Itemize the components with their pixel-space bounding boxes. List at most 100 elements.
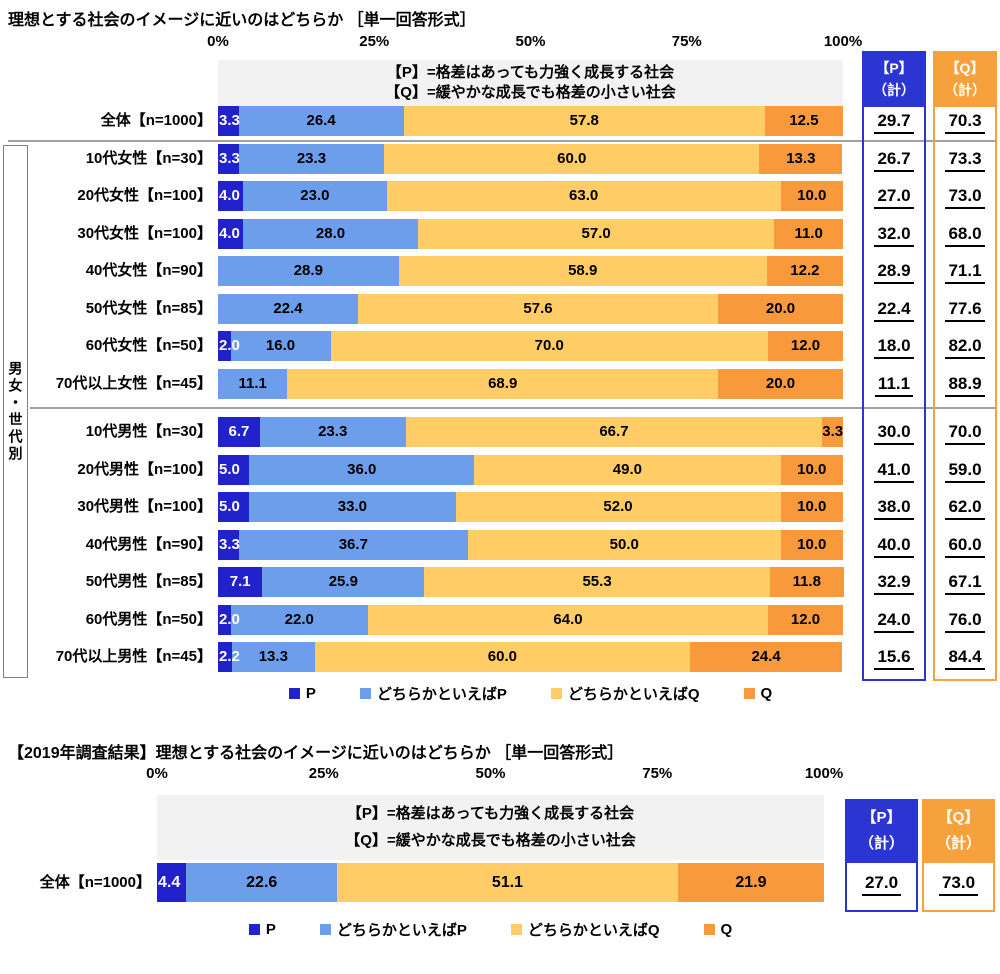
bar-value: 4.0 — [219, 187, 240, 205]
p-definition: 【P】=格差はあっても力強く成長する社会 — [386, 64, 675, 81]
axis-tick: 25% — [359, 33, 390, 50]
stacked-bar: 4.0 23.0 63.0 10.0 — [218, 181, 843, 212]
bar-segment-q — [780, 454, 843, 485]
bar-segment-q2 — [314, 642, 690, 673]
p-total-header-line: （計） — [873, 82, 915, 98]
q-definition: 【Q】=緩やかな成長でも格差の小さい社会 — [385, 84, 676, 101]
bar-value: 3.3 — [219, 535, 240, 553]
row-label: 70代以上女性【n=45】 — [55, 374, 212, 392]
bar-value: 20.0 — [765, 374, 796, 392]
bar-value: 57.6 — [523, 299, 553, 317]
p-total-number: 24.0 — [874, 609, 914, 633]
p-total-number: 27.0 — [861, 872, 902, 896]
bar-value: 2.2 — [219, 648, 240, 666]
bar-value: 4.0 — [219, 224, 240, 242]
axis-tick: 50% — [515, 33, 546, 50]
bar-segment-q2 — [287, 368, 718, 399]
row-label: 30代男性【n=100】 — [77, 498, 212, 515]
bar-value: 10.0 — [797, 498, 827, 515]
bar-value: 13.3 — [786, 149, 816, 167]
stacked-bar: 3.3 36.7 50.0 10.0 — [218, 529, 843, 560]
row-label: 50代男性【n=85】 — [85, 573, 212, 591]
p-total-number: 27.0 — [874, 186, 914, 210]
bar-value: 57.0 — [581, 224, 611, 242]
legend-item-q: Q — [743, 685, 772, 702]
p-total-value: 30.0 — [862, 419, 926, 445]
q-total-number: 68.0 — [945, 223, 985, 247]
pq-definition-note-2019: 【P】=格差はあっても力強く成長する社会 【Q】=緩やかな成長でも格差の小さい社… — [157, 795, 824, 860]
stacked-bar: 3.3 23.3 60.0 13.3 — [218, 143, 843, 174]
p-total-number: 38.0 — [874, 497, 914, 520]
bar-value: 11.1 — [238, 374, 267, 392]
p-total-number: 40.0 — [874, 534, 914, 558]
bar-value: 22.4 — [273, 299, 303, 317]
bar-segment-p2 — [243, 218, 418, 249]
legend-label: どちらかといえばQ — [567, 685, 700, 703]
bar-value: 22.0 — [284, 610, 314, 628]
p-total-value: 32.9 — [862, 569, 926, 596]
q-total-value: 68.0 — [933, 221, 997, 247]
bar-segment-p — [218, 143, 239, 174]
q-total-number: 84.4 — [945, 647, 985, 671]
bar-segment-q2 — [386, 181, 781, 212]
stacked-bar: 5.0 33.0 52.0 10.0 — [218, 492, 843, 522]
stacked-bar: 5.0 36.0 49.0 10.0 — [218, 454, 843, 485]
p-total-number: 32.0 — [874, 223, 914, 247]
bar-segment-q — [780, 492, 843, 522]
bar-segment-p — [218, 567, 263, 598]
stacked-bar: 22.4 57.6 20.0 — [218, 293, 843, 324]
p-total-number: 32.9 — [874, 572, 914, 596]
bar-segment-q — [780, 529, 843, 560]
bar-value: 4.4 — [158, 874, 181, 891]
bar-segment-q — [677, 863, 824, 902]
q-total-value: 67.1 — [933, 569, 997, 596]
bar-segment-p2 — [218, 256, 399, 287]
bar-value: 21.9 — [735, 874, 767, 891]
p-total-value: 28.9 — [862, 258, 926, 285]
bar-segment-p — [218, 642, 232, 673]
p-total-header: 【P】 （計） — [864, 53, 924, 107]
bar-value: 60.0 — [487, 648, 517, 666]
q-total-value: 84.4 — [933, 644, 997, 671]
bar-segment-q — [764, 106, 843, 136]
bar-segment-q — [768, 331, 843, 362]
q-total-number: 71.1 — [945, 261, 985, 285]
chart-title-2019: 【2019年調査結果】理想とする社会のイメージに近いのはどちらか ［単一回答形式… — [8, 745, 624, 762]
bar-segment-p — [157, 863, 187, 902]
bar-value: 50.0 — [609, 535, 639, 553]
bar-value: 58.9 — [568, 262, 598, 280]
bar-segment-q2 — [358, 293, 718, 324]
bar-value: 26.4 — [306, 112, 336, 129]
legend-swatch-p2 — [319, 923, 331, 935]
group-axis-label-text: 男女・世代別 — [7, 360, 24, 463]
stacked-bar: 4.0 28.0 57.0 11.0 — [218, 218, 843, 249]
row-label: 60代女性【n=50】 — [85, 337, 212, 355]
bar-segment-q — [774, 218, 843, 249]
q-total-number: 59.0 — [945, 459, 985, 483]
bar-value: 57.8 — [569, 112, 599, 129]
bar-segment-p — [218, 492, 250, 522]
p-definition-2019: 【P】=格差はあっても力強く成長する社会 — [346, 805, 635, 822]
bar-value: 2.0 — [219, 610, 240, 628]
stacked-bar: 2.0 22.0 64.0 12.0 — [218, 604, 843, 635]
bar-segment-p2 — [238, 529, 468, 560]
bar-value: 36.7 — [338, 535, 368, 553]
p-total-value: 27.0 — [862, 183, 926, 210]
chart-title: 理想とする社会のイメージに近いのはどちらか ［単一回答形式］ — [8, 12, 476, 29]
p-total-value: 32.0 — [862, 221, 926, 247]
bar-value: 12.0 — [790, 337, 821, 355]
bar-value: 12.2 — [790, 262, 820, 280]
bar-value: 6.7 — [228, 422, 250, 440]
stacked-bar: 2.2 13.3 60.0 24.4 — [218, 642, 843, 673]
bar-segment-p2 — [249, 492, 456, 522]
bar-segment-q — [822, 416, 843, 447]
legend-swatch-q2 — [550, 687, 562, 699]
bar-value: 3.3 — [822, 422, 844, 440]
bar-segment-p — [218, 529, 239, 560]
p-total-value: 15.6 — [862, 644, 926, 671]
bar-value: 7.1 — [229, 573, 251, 591]
bar-segment-q — [689, 642, 843, 673]
bar-value: 10.0 — [797, 187, 827, 205]
p-total-value: 27.0 — [845, 870, 918, 896]
bar-segment-p — [218, 416, 260, 447]
